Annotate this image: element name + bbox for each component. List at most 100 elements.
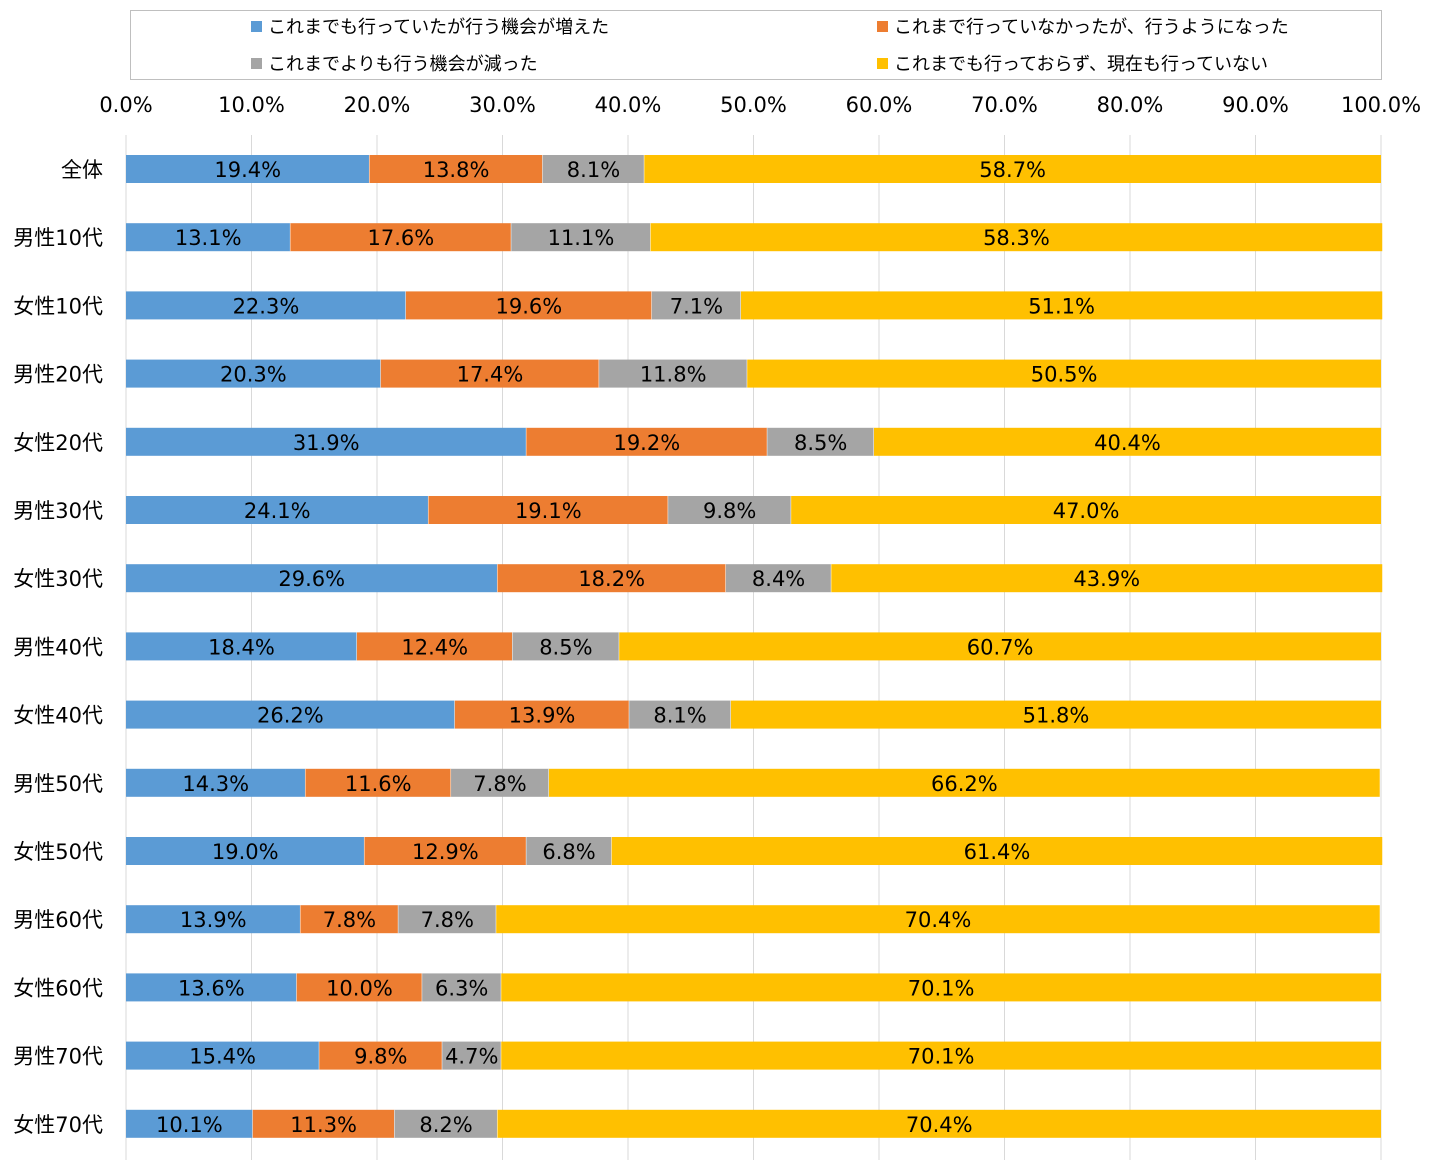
data-label: 60.7% <box>967 635 1034 659</box>
data-label: 7.8% <box>323 908 376 932</box>
category-label: 女性50代 <box>13 840 103 864</box>
bar-segment-series-2 <box>526 427 768 456</box>
x-axis-tick-labels: 0.0% 10.0% 20.0% 30.0% 40.0% 50.0% 60.0% 70.0% 8… <box>99 93 1421 117</box>
bar-segment-series-1 <box>126 905 301 934</box>
bar-segment-series-2 <box>305 768 452 797</box>
legend-label-series-4: これまでも行っておらず、現在も行っていない <box>894 54 1269 75</box>
data-label: 50.5% <box>1031 363 1098 387</box>
x-tick-label: 0.0% <box>99 93 152 117</box>
x-tick-label: 10.0% <box>218 93 285 117</box>
bar-segment-series-4 <box>740 291 1383 320</box>
data-label: 7.1% <box>670 294 723 318</box>
data-label: 18.2% <box>578 567 645 591</box>
x-tick-label: 20.0% <box>344 93 411 117</box>
bar-segment-series-2 <box>290 223 512 252</box>
x-tick-label: 40.0% <box>595 93 662 117</box>
data-label: 10.0% <box>326 976 393 1000</box>
data-label: 17.6% <box>367 226 434 250</box>
bar-segment-series-1 <box>126 496 429 524</box>
data-label: 11.6% <box>345 772 412 796</box>
bar-segment-series-1 <box>126 973 297 1002</box>
category-labels: 全体男性10代女性10代男性20代女性20代男性30代女性30代男性40代女性4… <box>13 158 103 1137</box>
data-label: 8.5% <box>539 635 592 659</box>
bar-segment-series-1 <box>126 427 527 456</box>
data-label: 6.8% <box>542 840 595 864</box>
bar-segment-series-3 <box>767 427 874 456</box>
data-label: 7.8% <box>421 908 474 932</box>
data-label: 66.2% <box>931 772 998 796</box>
legend-label-series-3: これまでよりも行う機会が減った <box>268 54 538 75</box>
bar-segment-series-4 <box>611 837 1383 865</box>
data-label: 14.3% <box>182 772 249 796</box>
category-label: 男性40代 <box>13 635 103 659</box>
bar-segment-series-4 <box>619 632 1381 661</box>
legend-label-series-2: これまで行っていなかったが、行うようになった <box>894 17 1289 38</box>
category-label: 女性60代 <box>13 976 103 1000</box>
data-label: 13.6% <box>178 976 245 1000</box>
x-tick-label: 50.0% <box>720 93 787 117</box>
x-tick-label: 70.0% <box>971 93 1038 117</box>
category-label: 男性60代 <box>13 908 103 932</box>
data-label: 40.4% <box>1094 431 1161 455</box>
legend: これまでも行っていたが行う機会が増えた これまで行っていなかったが、行うようにな… <box>130 10 1382 80</box>
bar-segment-series-1 <box>126 632 357 661</box>
data-label: 11.3% <box>290 1113 357 1137</box>
data-label: 13.9% <box>509 704 576 728</box>
data-label: 70.4% <box>905 908 972 932</box>
bar-segment-series-1 <box>126 223 291 252</box>
data-label: 11.8% <box>640 363 707 387</box>
data-label: 9.8% <box>703 499 756 523</box>
bar-segment-series-4 <box>496 905 1380 934</box>
data-label: 6.3% <box>435 976 488 1000</box>
legend-item-series-2: これまで行っていなかったが、行うようになった <box>877 15 1289 38</box>
data-label: 51.8% <box>1023 704 1090 728</box>
bar-segment-series-1 <box>126 359 381 388</box>
data-label: 19.1% <box>515 499 582 523</box>
bar-segment-series-3 <box>442 1041 502 1070</box>
bar-segment-series-3 <box>629 700 731 729</box>
bar-segment-series-4 <box>501 973 1381 1002</box>
bar-segment-series-1 <box>126 155 370 183</box>
bar-segment-series-2 <box>319 1041 443 1070</box>
legend-item-series-4: これまでも行っておらず、現在も行っていない <box>877 52 1269 75</box>
data-label: 8.1% <box>567 158 620 182</box>
bar-segment-series-2 <box>356 632 513 661</box>
data-label: 12.4% <box>401 635 468 659</box>
data-label: 70.1% <box>908 1045 975 1069</box>
legend-item-series-3: これまでよりも行う機会が減った <box>251 52 538 75</box>
bar-segment-series-2 <box>380 359 600 388</box>
data-label: 58.7% <box>979 158 1046 182</box>
x-tick-label: 60.0% <box>846 93 913 117</box>
bar-segment-series-2 <box>497 564 726 593</box>
data-label: 24.1% <box>244 499 311 523</box>
bars <box>126 155 1383 1138</box>
bar-segment-series-1 <box>126 1109 253 1138</box>
legend-swatch-series-2 <box>877 20 888 32</box>
bar-segment-series-3 <box>599 359 748 388</box>
data-label: 8.5% <box>794 431 847 455</box>
bar-segment-series-3 <box>394 1109 498 1138</box>
bar-segment-series-4 <box>873 427 1381 456</box>
category-label: 男性50代 <box>13 772 103 796</box>
data-label: 26.2% <box>257 704 324 728</box>
data-label: 58.3% <box>983 226 1050 250</box>
bar-segment-series-4 <box>791 496 1381 524</box>
category-label: 女性10代 <box>13 294 103 318</box>
legend-swatch-series-1 <box>251 20 262 32</box>
data-label: 31.9% <box>293 431 360 455</box>
bar-segment-series-1 <box>126 1041 320 1070</box>
data-label: 4.7% <box>445 1045 498 1069</box>
category-label: 男性30代 <box>13 499 103 523</box>
bar-segment-series-2 <box>428 496 669 524</box>
data-label: 13.9% <box>180 908 247 932</box>
data-label: 8.4% <box>752 567 805 591</box>
bar-segment-series-4 <box>650 223 1383 252</box>
bar-segment-series-1 <box>126 768 306 797</box>
category-label: 男性20代 <box>13 363 103 387</box>
bar-segment-series-1 <box>126 837 365 865</box>
data-label: 12.9% <box>412 840 479 864</box>
bar-segment-series-3 <box>651 291 741 320</box>
legend-label-series-1: これまでも行っていたが行う機会が増えた <box>268 17 610 38</box>
bar-segment-series-2 <box>405 291 652 320</box>
